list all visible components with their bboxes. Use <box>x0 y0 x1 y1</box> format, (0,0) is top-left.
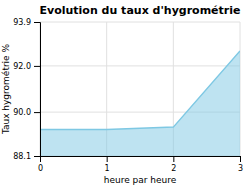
tick-label: 90.0 <box>13 108 31 117</box>
tick: 88.1 <box>13 152 40 161</box>
grid <box>40 22 240 156</box>
tick-mark <box>34 112 40 113</box>
tick: 3 <box>238 156 243 173</box>
y-axis-title: Taux hygrométrie % <box>1 43 11 135</box>
tick: 1 <box>105 156 110 173</box>
tick-mark <box>34 156 40 157</box>
tick: 2 <box>171 156 176 173</box>
x-axis-title: heure par heure <box>104 175 177 185</box>
tick-mark <box>34 66 40 67</box>
tick: 90.0 <box>13 108 40 117</box>
tick-label: 88.1 <box>13 152 31 161</box>
chart-container: 0 1 2 3 88.1 90.0 92.0 93.9 Evolution du taux d'… <box>0 0 250 188</box>
tick-mark <box>107 156 108 162</box>
x-axis: 0 1 2 3 <box>38 156 243 173</box>
tick-label: 1 <box>105 164 110 173</box>
grid-line-y <box>40 65 240 66</box>
tick-label: 2 <box>171 164 176 173</box>
tick-label: 92.0 <box>13 62 31 71</box>
tick-mark <box>173 156 174 162</box>
plot: 0 1 2 3 88.1 90.0 92.0 93.9 <box>13 18 243 173</box>
line <box>40 51 240 130</box>
y-axis: 88.1 90.0 92.0 93.9 <box>13 18 40 161</box>
tick-mark <box>34 22 40 23</box>
tick-label: 3 <box>238 164 243 173</box>
tick-mark <box>240 156 241 162</box>
marks <box>40 51 240 156</box>
tick-label: 0 <box>38 164 43 173</box>
tick: 0 <box>38 156 43 173</box>
grid-line-y <box>40 22 240 23</box>
title: Evolution du taux d'hygrométrie <box>40 4 241 17</box>
chart-svg: 0 1 2 3 88.1 90.0 92.0 93.9 Evolution du taux d'… <box>0 0 250 188</box>
tick: 93.9 <box>13 18 40 27</box>
axis-line <box>34 23 41 157</box>
area <box>40 51 240 156</box>
tick-label: 93.9 <box>13 18 31 27</box>
axis-line <box>41 157 241 163</box>
tick: 92.0 <box>13 62 40 71</box>
